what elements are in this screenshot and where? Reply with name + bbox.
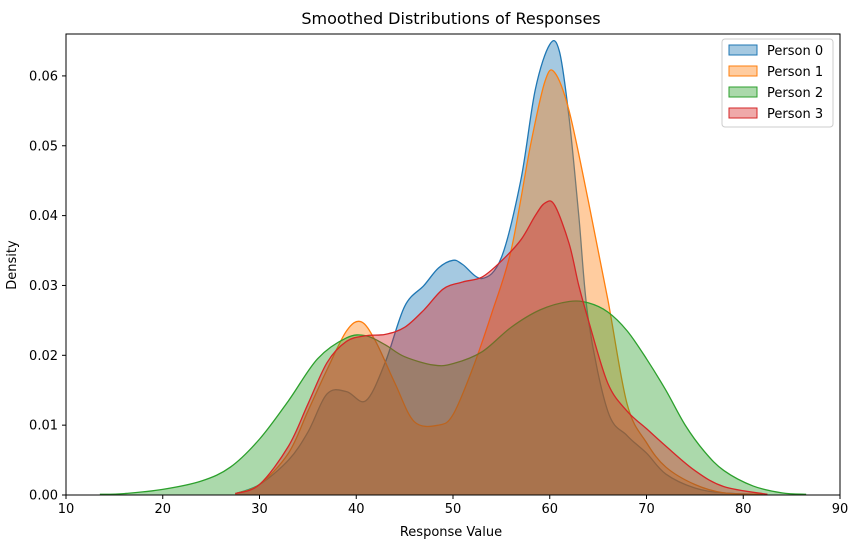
- y-tick-label-3: 0.03: [29, 279, 58, 294]
- x-tick-label-5: 60: [541, 502, 558, 517]
- legend-swatch-0: [728, 44, 758, 56]
- y-tick-label-0: 0.00: [29, 489, 58, 504]
- legend-swatch-3: [728, 107, 758, 119]
- legend-label-2: Person 2: [767, 86, 823, 101]
- x-tick-label-0: 10: [58, 502, 75, 517]
- density-areas: [99, 39, 807, 496]
- plot-frame: [65, 33, 841, 496]
- series-line-3: [235, 200, 768, 495]
- x-tick-label-3: 40: [348, 502, 365, 517]
- y-tick-label-6: 0.06: [29, 69, 58, 84]
- legend-swatch-2: [728, 86, 758, 98]
- y-tick-label-4: 0.04: [29, 209, 58, 224]
- series-area-2: [99, 300, 807, 495]
- series-area-0: [235, 40, 763, 496]
- y-axis-label: Density: [5, 240, 20, 290]
- x-axis-label: Response Value: [400, 525, 502, 540]
- x-tick-label-4: 50: [445, 502, 462, 517]
- legend-box: [721, 38, 834, 128]
- legend-item-2: Person 2: [728, 86, 823, 101]
- series-area-3: [235, 200, 768, 495]
- legend: Person 0 Person 1 Person 2 Person 3: [721, 38, 834, 128]
- legend-label-3: Person 3: [767, 107, 823, 122]
- legend-item-1: Person 1: [728, 65, 823, 80]
- x-tick-label-7: 80: [735, 502, 752, 517]
- y-tick-label-5: 0.05: [29, 139, 58, 154]
- y-tick-label-1: 0.01: [29, 419, 58, 434]
- series-line-0: [235, 39, 763, 495]
- x-axis: 10 20 30 40 50 60 70 80 90: [58, 495, 849, 517]
- series-line-1: [235, 69, 763, 495]
- legend-label-0: Person 0: [767, 44, 823, 59]
- y-axis: 0.00 0.01 0.02 0.03 0.04 0.05 0.06: [29, 69, 66, 504]
- series-line-2: [99, 300, 807, 495]
- series-area-1: [235, 69, 763, 495]
- x-tick-label-2: 30: [251, 502, 268, 517]
- x-tick-label-1: 20: [154, 502, 171, 517]
- legend-swatch-1: [728, 65, 758, 77]
- x-tick-label-6: 70: [638, 502, 655, 517]
- legend-item-3: Person 3: [728, 107, 823, 122]
- legend-item-0: Person 0: [728, 44, 823, 59]
- x-tick-label-8: 90: [832, 502, 849, 517]
- chart-title: Smoothed Distributions of Responses: [301, 9, 600, 28]
- y-tick-label-2: 0.02: [29, 349, 58, 364]
- legend-label-1: Person 1: [767, 65, 823, 80]
